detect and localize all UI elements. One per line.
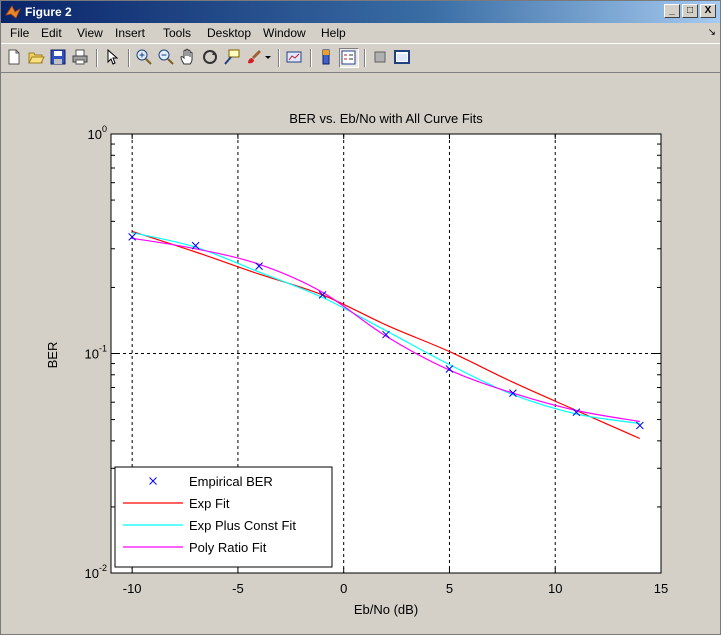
empirical-ber-point <box>191 241 200 250</box>
figure-toolbar <box>1 43 720 73</box>
empirical-ber-point <box>128 232 137 241</box>
brush-dropdown-icon[interactable] <box>264 48 274 68</box>
exp-plus-const-fit-line <box>132 232 640 425</box>
empirical-ber-point <box>572 408 581 417</box>
menu-window[interactable]: Window <box>263 26 306 40</box>
maximize-button[interactable]: □ <box>682 4 698 18</box>
x-tick-label: 10 <box>548 581 562 596</box>
legend[interactable]: Empirical BER Exp Fit Exp Plus Const Fit Po… <box>114 466 333 568</box>
marker-stroke <box>635 421 644 430</box>
legend-label: Poly Ratio Fit <box>189 540 267 555</box>
menu-overflow-icon[interactable]: ↘ <box>707 27 716 38</box>
menu-insert[interactable]: Insert <box>115 26 146 40</box>
menu-edit[interactable]: Edit <box>41 26 62 40</box>
y-axis-label: BER <box>45 342 60 369</box>
marker-stroke <box>572 408 581 417</box>
legend-items: Empirical BER Exp Fit Exp Plus Const Fit Po… <box>123 474 296 555</box>
title-bar[interactable]: Figure 2 _ □ X <box>1 1 720 23</box>
open-file-icon[interactable] <box>27 48 47 68</box>
zoom-in-icon[interactable] <box>135 48 155 68</box>
colorbar-icon[interactable] <box>317 48 337 68</box>
hide-plot-tools-icon[interactable] <box>371 48 391 68</box>
window-title: Figure 2 <box>25 5 72 19</box>
legend-entry: Poly Ratio Fit <box>123 540 267 555</box>
x-tick-label: -10 <box>123 581 142 596</box>
print-icon[interactable] <box>71 48 91 68</box>
empirical-ber-point <box>445 365 454 373</box>
x-tick-label: 0 <box>340 581 347 596</box>
legend-marker <box>149 477 157 485</box>
empirical-ber-point <box>635 421 644 430</box>
brush-icon[interactable] <box>245 48 265 68</box>
legend-entry: Empirical BER <box>149 474 273 489</box>
new-figure-icon[interactable] <box>5 48 25 68</box>
rotate-3d-icon[interactable] <box>201 48 221 68</box>
minimize-button[interactable]: _ <box>664 4 680 18</box>
show-plot-tools-icon[interactable] <box>393 48 413 68</box>
save-icon[interactable] <box>49 48 69 68</box>
x-tick-label: 15 <box>654 581 668 596</box>
marker-stroke <box>191 241 200 250</box>
close-button[interactable]: X <box>700 4 716 18</box>
link-plot-icon[interactable] <box>285 48 305 68</box>
menu-view[interactable]: View <box>77 26 103 40</box>
legend-entry: Exp Plus Const Fit <box>123 518 296 533</box>
legend-box <box>114 466 333 568</box>
marker-stroke <box>445 365 454 373</box>
y-tick-label: 10-2 <box>85 563 107 581</box>
exp-fit-line <box>132 230 641 440</box>
menu-bar: File Edit View Insert Tools Desktop Wind… <box>1 23 720 43</box>
empirical-ber-point <box>382 330 390 339</box>
marker-stroke <box>128 232 137 241</box>
data-cursor-icon[interactable] <box>223 48 243 68</box>
x-tick-label: -5 <box>232 581 244 596</box>
marker-stroke <box>318 291 327 299</box>
legend-icon[interactable] <box>339 48 359 68</box>
x-axis-label: Eb/No (dB) <box>354 602 418 617</box>
matlab-logo-icon <box>5 5 21 19</box>
pointer-arrow-icon[interactable] <box>103 48 123 68</box>
tick-marks <box>111 133 662 574</box>
poly-ratio-fit-line <box>132 237 640 423</box>
figure-canvas: -10 -5 0 5 10 15 100 10-1 10-2 BER vs. Eb/No wit… <box>5 73 717 631</box>
plot-lines <box>128 230 644 440</box>
y-tick-label: 100 <box>88 124 107 142</box>
zoom-out-icon[interactable] <box>157 48 177 68</box>
pan-hand-icon[interactable] <box>179 48 199 68</box>
menu-desktop[interactable]: Desktop <box>207 26 252 40</box>
empirical-ber-point <box>509 389 517 397</box>
plot-svg: -10 -5 0 5 10 15 100 10-1 10-2 BER vs. Eb/No wit… <box>45 111 669 617</box>
marker-stroke <box>509 389 517 397</box>
legend-label: Empirical BER <box>189 474 273 489</box>
chart-title: BER vs. Eb/No with All Curve Fits <box>289 111 483 126</box>
marker-stroke <box>382 330 390 339</box>
menu-file[interactable]: File <box>10 26 30 40</box>
legend-label: Exp Fit <box>189 496 230 511</box>
legend-entry: Exp Fit <box>123 496 230 511</box>
menu-help[interactable]: Help <box>321 26 346 40</box>
x-tick-label: 5 <box>446 581 453 596</box>
grid-lines <box>111 134 661 573</box>
legend-label: Exp Plus Const Fit <box>189 518 296 533</box>
empirical-ber-point <box>255 262 263 271</box>
empirical-ber-point <box>318 291 327 299</box>
tick-labels: -10 -5 0 5 10 15 100 10-1 10-2 <box>85 124 669 596</box>
y-tick-label: 10-1 <box>85 344 107 362</box>
menu-tools[interactable]: Tools <box>163 26 192 40</box>
marker-stroke <box>255 262 263 271</box>
